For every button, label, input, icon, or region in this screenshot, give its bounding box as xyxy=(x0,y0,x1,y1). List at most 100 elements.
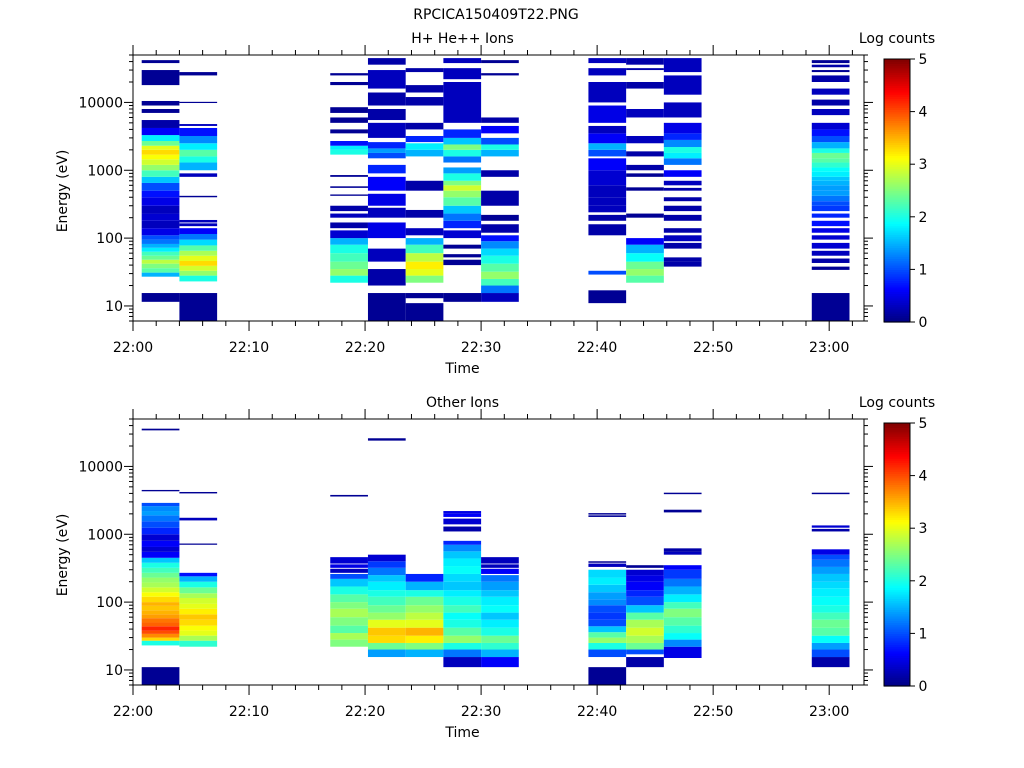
panel-2: 1010010001000022:00 22:10 22:20 22:30 22:40 2… xyxy=(55,395,935,741)
heatmap-cell xyxy=(812,89,850,95)
heatmap-cell xyxy=(812,136,850,142)
heatmap-cell xyxy=(368,605,406,612)
heatmap-cell xyxy=(588,150,626,157)
heatmap-cell xyxy=(179,573,217,576)
heatmap-cell xyxy=(406,590,444,597)
heatmap-cell xyxy=(368,438,406,440)
heatmap-cell xyxy=(330,129,368,133)
heatmap-cell xyxy=(330,495,368,497)
heatmap-cell xyxy=(406,181,444,191)
heatmap-cell xyxy=(812,100,850,106)
heatmap-cell xyxy=(406,276,444,283)
heatmap-cell xyxy=(664,602,702,609)
heatmap-cell xyxy=(626,151,664,156)
heatmap-cell xyxy=(142,109,180,113)
x-tick-label: 23:00 xyxy=(809,340,849,356)
heatmap-cell xyxy=(812,123,850,130)
heatmap-cell xyxy=(588,620,626,627)
heatmap-cell xyxy=(368,249,406,262)
heatmap-cell xyxy=(368,620,406,628)
heatmap-cell xyxy=(481,564,519,567)
heatmap-cell xyxy=(368,93,406,106)
heatmap-cell xyxy=(626,590,664,597)
heatmap-cell xyxy=(443,129,481,137)
heatmap-cell xyxy=(142,268,180,272)
heatmap-cell xyxy=(330,73,368,75)
heatmap-cell xyxy=(330,117,368,122)
heatmap-cell xyxy=(812,549,850,554)
heatmap-cell xyxy=(443,214,481,221)
heatmap-cell xyxy=(142,248,180,252)
heatmap-cell xyxy=(368,555,406,562)
x-tick-label: 22:20 xyxy=(345,704,385,720)
heatmap-cell xyxy=(664,257,702,261)
heatmap-cell xyxy=(812,177,850,181)
heatmap-cell xyxy=(812,65,850,68)
heatmap-cell xyxy=(179,143,217,150)
heatmap-cell xyxy=(330,82,368,85)
heatmap-cell xyxy=(626,636,664,643)
heatmap-cell xyxy=(664,579,702,587)
heatmap-cell xyxy=(179,245,217,250)
heatmap-cell xyxy=(588,170,626,185)
heatmap-cell xyxy=(443,167,481,173)
heatmap-cell xyxy=(626,643,664,650)
heatmap-cell xyxy=(330,617,368,625)
heatmap-cell xyxy=(179,150,217,157)
colorbar-label: Log counts xyxy=(859,395,935,411)
heatmap-cell xyxy=(142,568,180,573)
heatmap-cell xyxy=(664,570,702,579)
colorbar-tick-label: 4 xyxy=(919,469,928,485)
heatmap-cell xyxy=(588,667,626,685)
heatmap-cell xyxy=(481,138,519,145)
heatmap-cell xyxy=(179,631,217,636)
heatmap-cell xyxy=(142,120,180,128)
heatmap-cell xyxy=(179,128,217,136)
heatmap-cell xyxy=(812,567,850,574)
heatmap-cell xyxy=(664,510,702,513)
heatmap-cell xyxy=(588,564,626,567)
heatmap-cell xyxy=(330,175,368,177)
heatmap-cell xyxy=(179,261,217,266)
heatmap-cell xyxy=(142,563,180,568)
heatmap-cell xyxy=(481,150,519,157)
heatmap-cell xyxy=(443,245,481,249)
heatmap-cell xyxy=(481,575,519,582)
heatmap-cell xyxy=(812,70,850,72)
heatmap-cell xyxy=(406,136,444,142)
colorbar-tick-label: 4 xyxy=(919,105,928,121)
heatmap-cell xyxy=(142,558,180,563)
heatmap-cell xyxy=(664,586,702,594)
heatmap-cell xyxy=(588,197,626,205)
heatmap-cell xyxy=(443,597,481,605)
heatmap-cell xyxy=(406,238,444,245)
heatmap-cell xyxy=(588,271,626,275)
heatmap-cell xyxy=(626,109,664,117)
heatmap-cell xyxy=(330,141,368,146)
heatmap-cell xyxy=(481,241,519,248)
heatmap-cell xyxy=(406,620,444,628)
spectrogram-panels: 1010010001000022:00 22:10 22:20 22:30 22:40 2… xyxy=(55,31,935,741)
heatmap-cell xyxy=(812,60,850,63)
heatmap-cell xyxy=(443,558,481,566)
heatmap-cell xyxy=(179,614,217,619)
heatmap-cell xyxy=(443,230,481,238)
heatmap-cell xyxy=(443,293,481,302)
heatmap-cell xyxy=(812,185,850,190)
heatmap-cell xyxy=(626,187,664,190)
heatmap-cell xyxy=(142,252,180,256)
heatmap-cell xyxy=(368,165,406,173)
heatmap-cell xyxy=(142,429,180,431)
colorbar-tick-label: 1 xyxy=(919,626,928,642)
heatmap-cell xyxy=(588,133,626,143)
heatmap-cell xyxy=(142,582,180,587)
heatmap-cell xyxy=(481,60,519,63)
heatmap-cell xyxy=(481,613,519,620)
heatmap-cell xyxy=(406,613,444,620)
heatmap-cell xyxy=(588,513,626,514)
heatmap-cell xyxy=(664,626,702,633)
heatmap-cell xyxy=(406,597,444,605)
heatmap-cell xyxy=(588,58,626,63)
heatmap-cell xyxy=(142,614,180,618)
heatmap-cell xyxy=(588,185,626,197)
